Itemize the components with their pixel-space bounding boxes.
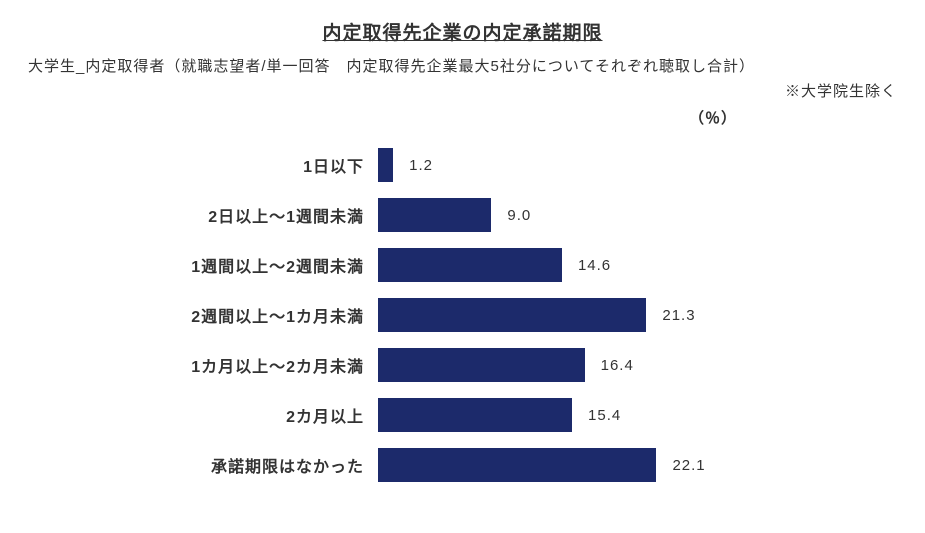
bar-value: 21.3 <box>646 307 695 324</box>
bar-row: 2週間以上～1カ月未満 21.3 <box>28 290 897 340</box>
chart-unit: （％） <box>28 107 897 128</box>
bar-value: 16.4 <box>585 357 634 374</box>
chart-title: 内定取得先企業の内定承諾期限 <box>28 18 897 45</box>
bar-value: 22.1 <box>656 457 705 474</box>
bar-wrap: 1.2 <box>378 148 897 182</box>
bar-wrap: 22.1 <box>378 448 897 482</box>
bar-value: 9.0 <box>491 207 531 224</box>
bar <box>378 148 393 182</box>
bar-value: 15.4 <box>572 407 621 424</box>
bar <box>378 348 585 382</box>
bar-wrap: 21.3 <box>378 298 897 332</box>
bar-chart: 1日以下 1.2 2日以上～1週間未満 9.0 1週間以上～2週間未満 14.6 2週間以上… <box>28 136 897 490</box>
bar <box>378 448 656 482</box>
bar-row: 承諾期限はなかった 22.1 <box>28 440 897 490</box>
chart-subtitle: 大学生_内定取得者（就職志望者/単一回答 内定取得先企業最大5社分についてそれぞ… <box>28 55 897 76</box>
bar-row: 1週間以上～2週間未満 14.6 <box>28 240 897 290</box>
bar <box>378 198 491 232</box>
bar <box>378 248 562 282</box>
bar-row: 2日以上～1週間未満 9.0 <box>28 190 897 240</box>
bar <box>378 298 646 332</box>
bar-label: 1カ月以上～2カ月未満 <box>28 353 378 377</box>
bar-wrap: 15.4 <box>378 398 897 432</box>
bar-wrap: 16.4 <box>378 348 897 382</box>
chart-note: ※大学院生除く <box>28 80 897 101</box>
bar-label: 1週間以上～2週間未満 <box>28 253 378 277</box>
bar <box>378 398 572 432</box>
bar-wrap: 14.6 <box>378 248 897 282</box>
bar-row: 2カ月以上 15.4 <box>28 390 897 440</box>
bar-label: 承諾期限はなかった <box>28 453 378 477</box>
bar-row: 1カ月以上～2カ月未満 16.4 <box>28 340 897 390</box>
bar-label: 2日以上～1週間未満 <box>28 203 378 227</box>
bar-value: 1.2 <box>393 157 433 174</box>
bar-label: 2週間以上～1カ月未満 <box>28 303 378 327</box>
bar-wrap: 9.0 <box>378 198 897 232</box>
bar-label: 2カ月以上 <box>28 403 378 427</box>
bar-row: 1日以下 1.2 <box>28 140 897 190</box>
bar-label: 1日以下 <box>28 153 378 177</box>
bar-value: 14.6 <box>562 257 611 274</box>
